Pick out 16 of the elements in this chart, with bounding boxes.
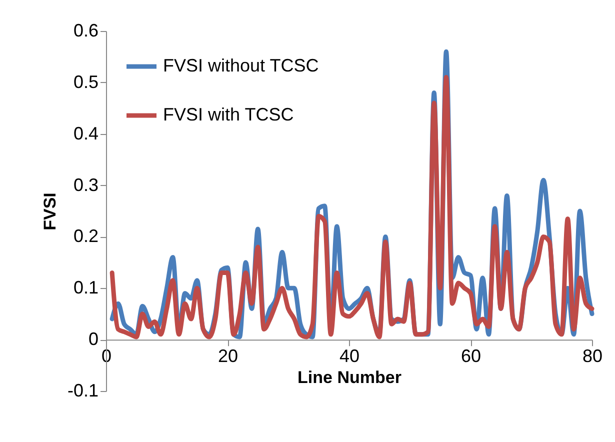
y-tick-label: 0.3 <box>73 174 98 195</box>
y-axis-title: FVSI <box>40 192 60 230</box>
x-tick-label: 80 <box>582 346 603 366</box>
x-tick-label: 20 <box>218 346 238 366</box>
y-tick-label: 0.1 <box>73 278 98 298</box>
y-tick-label: 0.2 <box>73 226 98 246</box>
y-tick-label: 0.4 <box>73 123 98 144</box>
legend-label: FVSI without TCSC <box>163 56 319 76</box>
y-tick-label: 0.6 <box>73 20 98 40</box>
y-tick-label: -0.1 <box>67 380 98 400</box>
x-axis-title: Line Number <box>298 368 402 388</box>
x-tick-label: 60 <box>460 346 482 366</box>
y-tick-label: 0.5 <box>73 72 98 92</box>
y-tick-label: 0 <box>88 329 98 350</box>
legend-label: FVSI with TCSC <box>163 104 294 124</box>
x-tick-label: 40 <box>339 346 360 366</box>
